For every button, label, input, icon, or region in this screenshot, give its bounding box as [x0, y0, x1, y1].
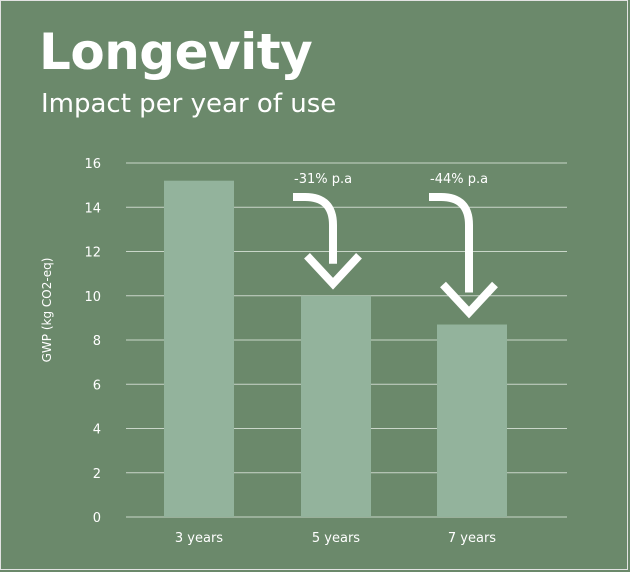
y-tick-label: 6	[93, 378, 101, 393]
arrow-head	[304, 253, 362, 290]
x-tick-label: 5 years	[312, 531, 360, 546]
bar	[164, 180, 234, 517]
y-tick-label: 10	[84, 290, 101, 305]
x-tick-label: 7 years	[448, 531, 496, 546]
y-axis-title: GWP (kg CO2-eq)	[40, 258, 54, 363]
curved-down-arrow-icon	[429, 193, 498, 319]
bar	[437, 324, 507, 517]
annotation-label: -44% p.a	[430, 172, 488, 187]
bar	[301, 295, 371, 517]
y-tick-label: 4	[93, 423, 101, 438]
y-tick-label: 12	[84, 246, 101, 261]
y-tick-label: 2	[93, 467, 101, 482]
chart-title: Longevity	[39, 23, 313, 81]
arrow-shaft	[293, 193, 337, 264]
y-tick-label: 16	[84, 157, 101, 172]
arrow-head	[440, 281, 498, 319]
curved-down-arrow-icon	[293, 193, 362, 290]
annotation-label: -31% p.a	[294, 172, 352, 187]
y-tick-label: 0	[93, 511, 101, 526]
y-tick-label: 8	[93, 334, 101, 349]
arrow-shaft	[429, 193, 473, 293]
y-tick-label: 14	[84, 201, 101, 216]
x-tick-label: 3 years	[175, 531, 223, 546]
chart-subtitle: Impact per year of use	[41, 89, 337, 119]
